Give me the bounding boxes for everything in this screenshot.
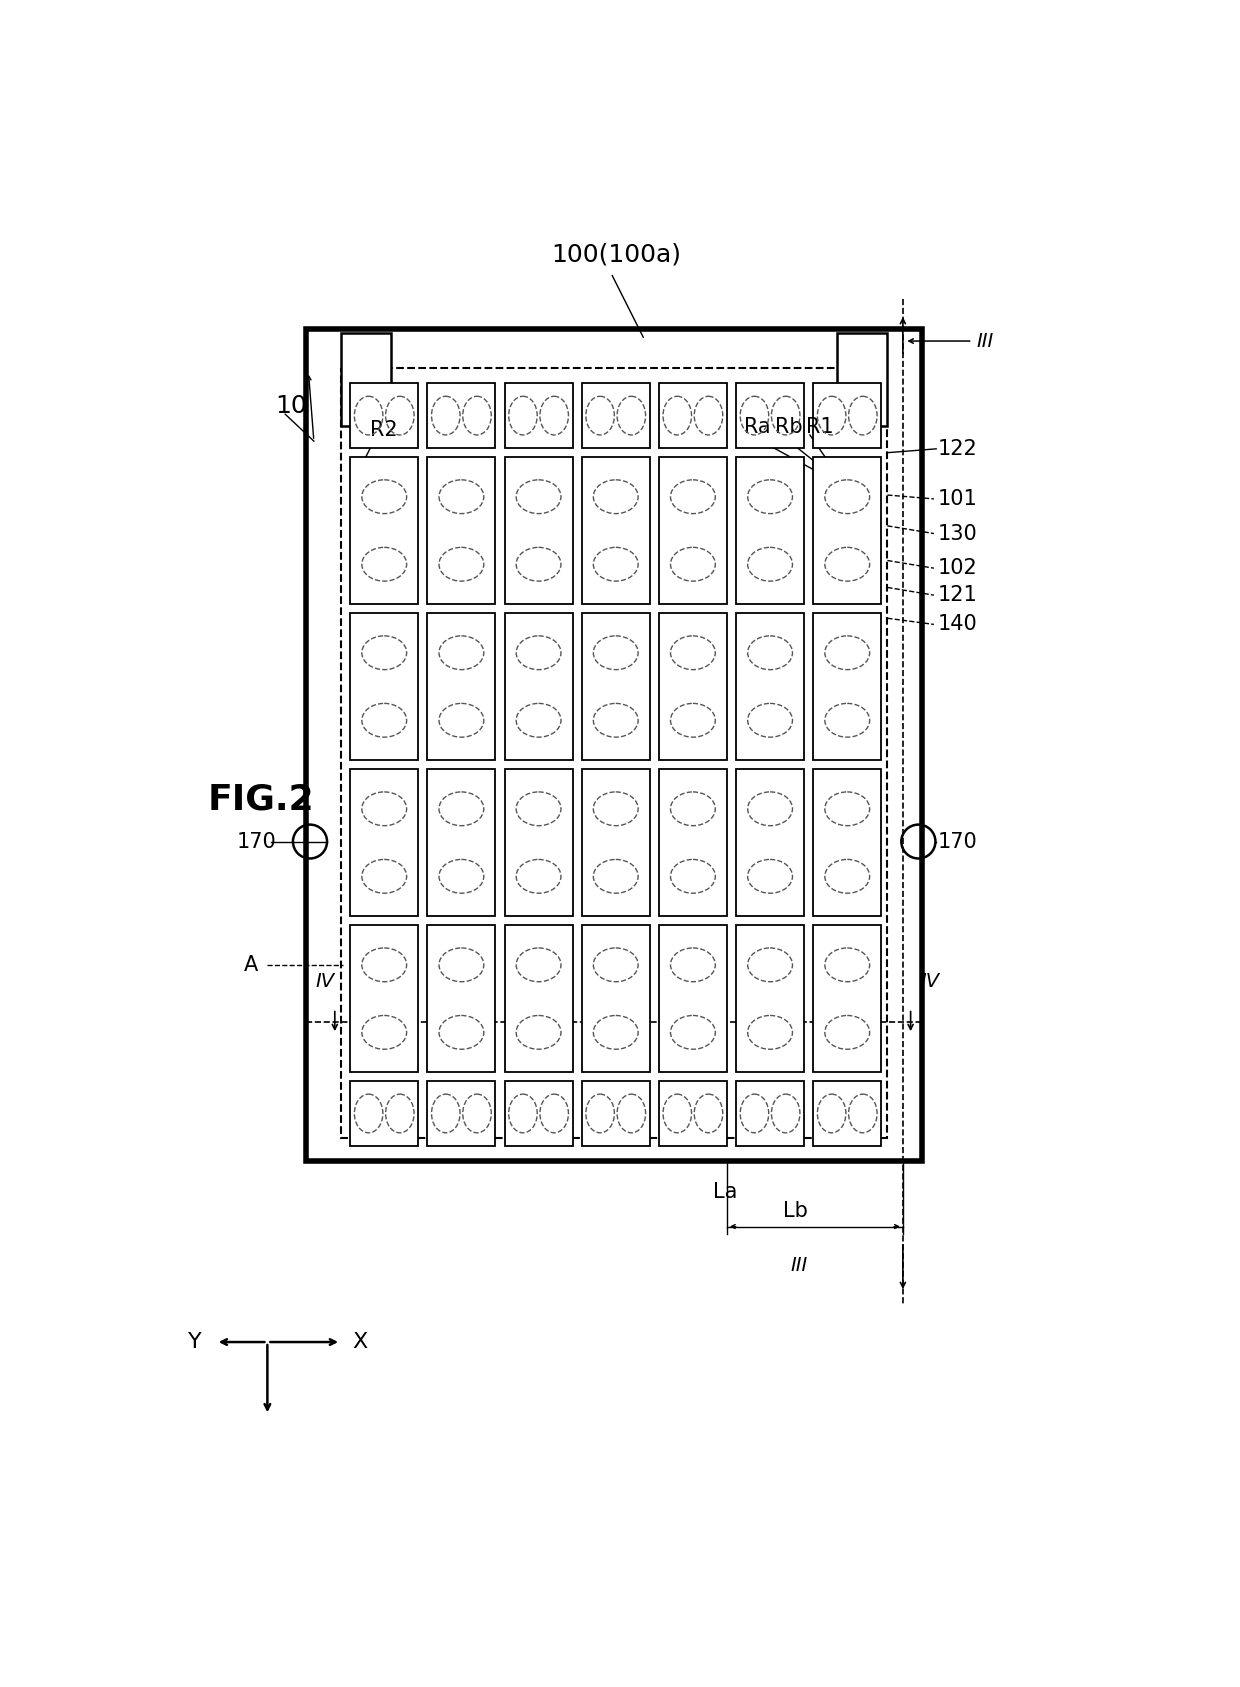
Text: Lb: Lb [782,1201,807,1221]
Bar [351,1081,418,1145]
Text: Ra: Ra [744,417,770,437]
Bar [658,383,727,447]
Text: La: La [713,1183,738,1201]
Bar [582,383,650,447]
Text: 121: 121 [937,585,977,606]
Bar [658,1081,727,1145]
Bar [582,924,650,1071]
Bar [341,368,888,1139]
Bar [505,383,573,447]
Text: 100(100a): 100(100a) [551,243,681,267]
Bar [306,329,923,1161]
Bar [351,383,418,447]
Bar [428,457,495,604]
Text: III: III [791,1255,807,1275]
Text: IV: IV [316,972,335,992]
Text: Y: Y [188,1333,202,1351]
Bar [582,612,650,759]
Bar [658,924,727,1071]
Bar [351,924,418,1071]
Bar [737,924,804,1071]
Bar [813,612,882,759]
Text: 122: 122 [937,439,977,459]
Bar [737,769,804,916]
Bar [813,924,882,1071]
Text: 101: 101 [937,489,977,509]
Bar [505,457,573,604]
Text: 130: 130 [937,523,977,543]
Bar [505,612,573,759]
Text: 170: 170 [237,832,277,852]
Text: 140: 140 [937,614,977,634]
Bar [505,769,573,916]
Bar [658,612,727,759]
Bar [737,612,804,759]
Bar [351,457,418,604]
Bar [582,1081,650,1145]
Bar [505,924,573,1071]
Bar [658,769,727,916]
Text: III: III [977,332,993,351]
Bar [813,457,882,604]
Bar [737,457,804,604]
Text: X: X [352,1333,367,1351]
Bar [813,1081,882,1145]
Bar [582,457,650,604]
Bar [428,924,495,1071]
Bar [582,769,650,916]
Text: R1: R1 [806,417,833,437]
Bar [658,457,727,604]
Text: R2: R2 [371,420,398,440]
Text: FIG.2: FIG.2 [207,783,314,817]
Bar [428,383,495,447]
Bar [341,334,392,425]
Text: A: A [244,955,258,975]
Bar [813,383,882,447]
Bar [428,612,495,759]
Bar [428,769,495,916]
Bar [813,769,882,916]
Text: 170: 170 [937,832,977,852]
Bar [351,769,418,916]
Bar [428,1081,495,1145]
Text: IV: IV [920,972,940,992]
Bar [837,334,888,425]
Bar [737,383,804,447]
Bar [505,1081,573,1145]
Text: 102: 102 [937,558,977,579]
Text: Rb: Rb [775,417,802,437]
Bar [737,1081,804,1145]
Bar [351,612,418,759]
Text: 10: 10 [275,395,306,418]
